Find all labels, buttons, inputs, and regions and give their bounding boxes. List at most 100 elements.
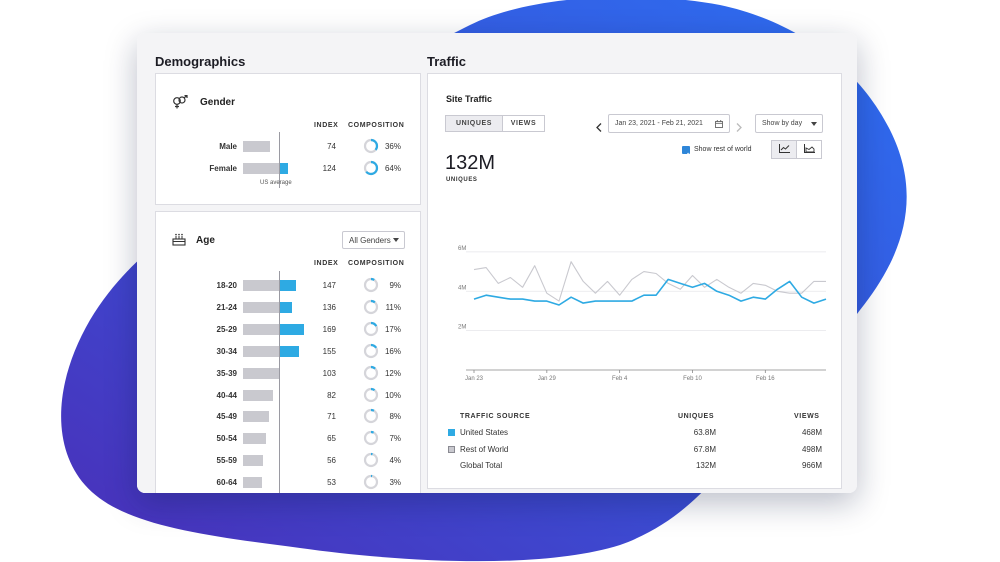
series-swatch: [448, 445, 455, 453]
show-rest-checkbox[interactable]: [682, 146, 690, 158]
age-composition-donut: [363, 474, 379, 490]
age-row-pct: 7%: [389, 434, 401, 444]
table-views: 498M: [801, 444, 822, 454]
age-index-bar: [243, 345, 279, 357]
age-composition-donut-fill: [363, 321, 379, 336]
table-uniques: 67.8M: [693, 444, 716, 454]
age-composition-header: COMPOSITION: [348, 260, 405, 267]
area-chart-toggle[interactable]: [796, 140, 822, 159]
gender-row-pct: 64%: [384, 164, 401, 173]
age-row-pct: 17%: [384, 324, 401, 334]
age-row-pct: 9%: [389, 281, 401, 290]
age-row-label: 30-34: [216, 346, 237, 356]
age-index-bar-above: [279, 301, 292, 313]
gender-filter-label: All Genders: [349, 235, 391, 245]
gender-row-label: Male: [219, 142, 237, 151]
age-composition-donut: [363, 387, 379, 402]
area-chart-icon: [803, 144, 815, 155]
series-line-united-states: [473, 278, 827, 306]
tab-views[interactable]: VIEWS: [502, 115, 545, 132]
gender-filter-dropdown[interactable]: All Genders: [342, 231, 405, 249]
show-by-dropdown[interactable]: Show by day: [755, 114, 823, 133]
age-composition-donut: [363, 343, 379, 358]
age-panel: Age All Genders INDEX COMPOSITION 18-20 1…: [155, 211, 421, 493]
age-row-index: 136: [322, 302, 336, 312]
dashboard-card: Demographics Gender INDEX COMPOSITION Ma…: [137, 33, 857, 493]
gender-row-index: 74: [327, 142, 336, 151]
age-index-bar: [243, 411, 269, 423]
age-index-bar: [243, 280, 279, 291]
age-row-index: 53: [327, 478, 336, 488]
age-row-label: 40-44: [216, 390, 237, 400]
age-row-pct: 16%: [384, 346, 401, 356]
cake-icon: [172, 233, 186, 246]
gender-composition-header: COMPOSITION: [348, 122, 405, 129]
calendar-icon: [715, 120, 723, 128]
gender-heading: Gender: [200, 97, 236, 108]
chevron-left-icon[interactable]: [596, 119, 602, 132]
age-us-average-line: [279, 271, 280, 493]
age-composition-donut: [363, 321, 379, 336]
age-row-index: 71: [327, 412, 336, 422]
age-index-bar: [243, 367, 279, 379]
age-row-label: 55-59: [216, 456, 237, 466]
gender-row-pct: 36%: [384, 142, 401, 151]
age-row-label: 18-20: [216, 281, 237, 290]
date-range-label: Jan 23, 2021 - Feb 21, 2021: [615, 120, 703, 127]
x-tick-label: Feb 4: [612, 376, 628, 382]
age-index-bar: [243, 433, 267, 445]
age-row-index: 155: [322, 346, 336, 356]
chevron-down-icon: [811, 122, 817, 126]
age-row-pct: 8%: [389, 412, 401, 422]
gender-index-header: INDEX: [314, 122, 339, 129]
x-tick-label: Feb 16: [756, 376, 775, 382]
age-index-bar: [243, 455, 264, 467]
demographics-title: Demographics: [155, 54, 246, 69]
site-traffic-chart: 6M 4M 2M Jan 23 Jan 29 Feb 4 Feb 10 Feb 16: [458, 246, 827, 382]
age-heading: Age: [196, 235, 215, 246]
age-index-header: INDEX: [314, 260, 339, 267]
gender-composition-donut-fill: [363, 138, 379, 154]
table-uniques: 132M: [695, 461, 716, 470]
us-average-line: [279, 132, 280, 188]
chevron-right-icon[interactable]: [736, 119, 742, 132]
gender-row-index: 124: [322, 164, 336, 173]
table-source: Rest of World: [460, 444, 509, 454]
age-row-index: 56: [327, 456, 336, 466]
age-composition-donut: [363, 365, 379, 380]
traffic-title: Traffic: [427, 54, 467, 69]
x-tick-label: Jan 23: [465, 376, 484, 382]
table-source: Global Total: [460, 461, 503, 470]
age-composition-donut: [363, 299, 379, 314]
y-tick-label: 4M: [458, 285, 466, 291]
x-tick-label: Feb 10: [683, 376, 702, 382]
uniques-total-label: UNIQUES: [446, 177, 478, 183]
line-chart-toggle[interactable]: [771, 140, 797, 159]
chevron-down-icon: [393, 238, 399, 242]
table-views: 966M: [801, 461, 822, 470]
age-row-pct: 10%: [384, 390, 401, 400]
show-rest-label: Show rest of world: [694, 146, 752, 153]
tab-views-label: VIEWS: [510, 120, 537, 127]
site-traffic-heading: Site Traffic: [446, 94, 493, 104]
tab-uniques[interactable]: UNIQUES: [445, 115, 503, 132]
gender-composition-donut: [363, 160, 379, 176]
series-line-rest-of-world: [473, 261, 826, 302]
age-index-bar-above: [279, 345, 299, 357]
gender-index-bar: [243, 141, 270, 152]
age-composition-donut: [363, 277, 379, 293]
age-row-index: 147: [322, 281, 336, 290]
age-composition-donut-fill: [363, 299, 379, 314]
age-row-label: 50-54: [216, 434, 237, 444]
age-row-pct: 3%: [389, 478, 401, 488]
y-tick-label: 6M: [458, 246, 466, 252]
table-header-uniques: UNIQUES: [678, 413, 715, 420]
site-traffic-panel: Site Traffic UNIQUES VIEWS Jan 23, 2021 …: [427, 73, 842, 489]
age-index-bar: [243, 389, 273, 401]
date-range-picker[interactable]: Jan 23, 2021 - Feb 21, 2021: [608, 114, 730, 133]
table-header-source: TRAFFIC SOURCE: [460, 413, 531, 420]
us-average-label: US average: [260, 180, 292, 186]
age-row-pct: 4%: [389, 456, 401, 466]
age-index-bar: [243, 477, 263, 489]
table-header-views: VIEWS: [794, 413, 820, 420]
